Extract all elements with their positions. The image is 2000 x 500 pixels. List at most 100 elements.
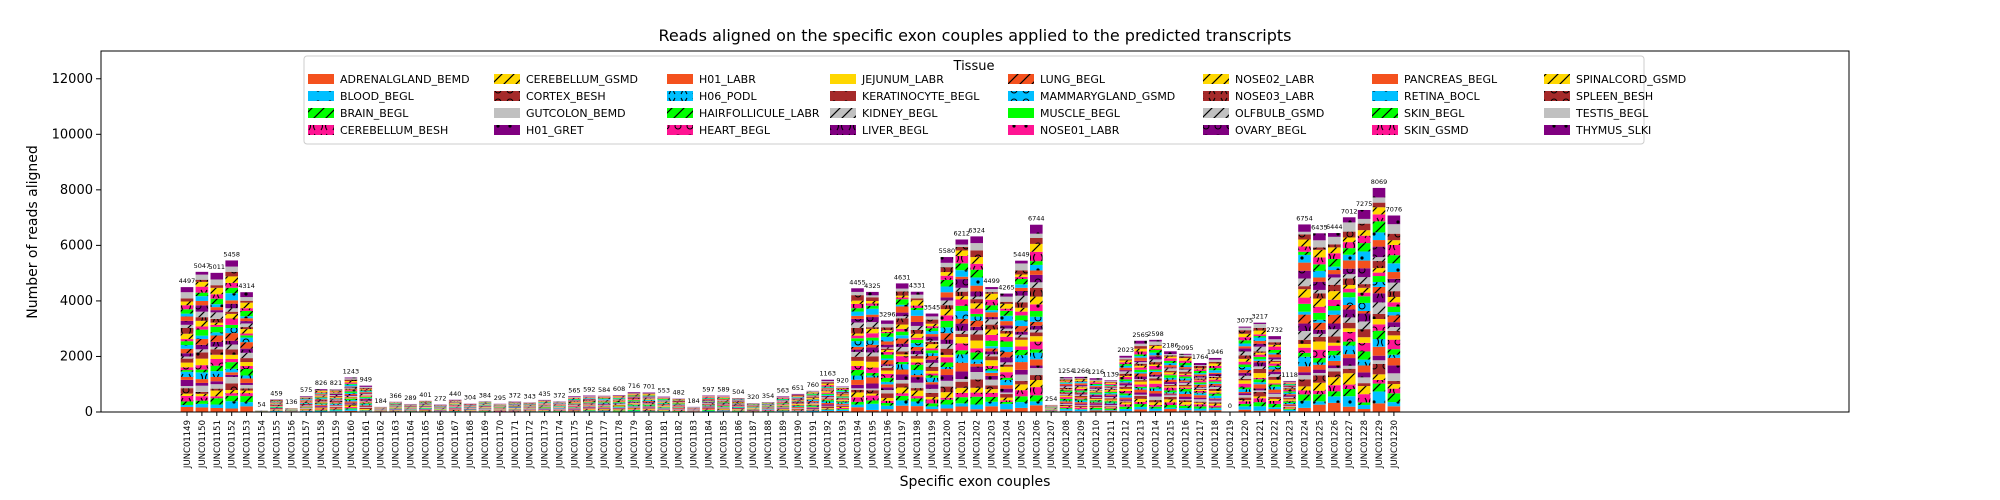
bar-segment-retina_bocl [1357,251,1371,261]
bar-segment-mammarygland_gsmd [1030,316,1043,322]
bar-segment-skin_gsmd [1328,253,1341,259]
legend-item-retina_bocl: RETINA_BOCL [1372,90,1481,103]
bar-segment-gutcolon_bemd [881,390,894,394]
bar-segment-spleen_besh [195,279,209,282]
bar-segment-lung_begl [1149,371,1162,375]
bar-segment-spinalcord_gsmd [1164,356,1177,359]
bar-segment-h06_podl [1313,362,1326,365]
bar-segment-liver_begl [955,323,969,331]
bar-segment-pancreas_begl [225,300,238,304]
x-tick-label: JUNC01149 [183,420,193,469]
legend-swatch [1544,74,1570,84]
bar-segment-spinalcord_gsmd [1149,345,1162,349]
bar-segment-pancreas_begl [1089,386,1103,388]
bar-segment-nose03_labr [240,327,253,330]
bar-segment-keratinocyte_begl [210,349,224,355]
bar-segment-keratinocyte_begl [1313,336,1326,342]
bar-segment-skin_begl [776,398,790,400]
bar-segment-h01_labr [1387,357,1401,366]
bar-segment-cerebellum_besh [195,396,209,401]
bar-segment-hairfollicule_labr [1164,390,1177,393]
bar-JUNC01223 [1283,380,1296,412]
bar-segment-ovary_begl [836,392,849,394]
bar-JUNC01211 [1104,380,1118,412]
bar-segment-muscle_begl [1149,369,1162,371]
bar-segment-liver_begl [925,359,939,363]
legend-item-lung_begl: LUNG_BEGL [1008,73,1106,86]
bar-segment-kidney_begl [344,395,358,398]
bar-segment-lung_begl [642,401,656,402]
bar-segment-skin_gsmd [1059,381,1073,383]
bar-segment-jejunum_labr [1149,380,1162,384]
bar-segment-hairfollicule_labr [1328,350,1341,356]
bar-segment-cortex_besh [329,406,343,408]
bar-segment-ovary_begl [1283,386,1296,388]
bar-segment-olfbulb_gsmd [329,395,343,396]
bar-value-label: 949 [360,376,372,384]
bar-segment-nose01_labr [1298,297,1311,304]
bar-segment-retina_bocl [657,399,671,401]
x-tick-label: JUNC01208 [1062,420,1072,469]
bar-segment-heart_begl [1193,390,1207,393]
bar-segment-testis_begl [180,292,194,299]
bar-segment-adrenalgland_bemd [1104,410,1118,412]
bar-segment-jejunum_labr [1134,381,1147,385]
bar-segment-retina_bocl [1179,365,1192,368]
bar-segment-brain_begl [1372,383,1386,392]
bar-segment-spleen_besh [1357,223,1371,231]
bar-segment-hairfollicule_labr [1059,398,1073,401]
bar-segment-nose03_labr [1015,302,1028,308]
bar-segment-heart_begl [1074,398,1088,400]
bar-segment-adrenalgland_bemd [1328,402,1341,412]
bar-segment-muscle_begl [1372,276,1386,282]
bar-segment-nose02_labr [344,389,358,391]
bar-segment-lung_begl [1238,370,1252,373]
bar-segment-lung_begl [1357,311,1371,314]
bar-segment-skin_begl [955,263,969,271]
bar-segment-lung_begl [314,399,328,401]
bar-segment-pancreas_begl [1387,272,1401,279]
bar-segment-h06_podl [910,369,924,376]
bar-segment-nose02_labr [970,303,983,309]
bar-segment-cerebellum_besh [329,408,343,410]
bar-segment-muscle_begl [657,402,671,404]
bar-segment-cerebellum_gsmd [821,408,834,409]
bar-segment-nose03_labr [210,318,224,323]
bar-segment-skin_gsmd [627,394,641,396]
legend-swatch [1008,108,1034,118]
bar-segment-nose02_labr [314,396,328,397]
bar-segment-nose01_labr [359,396,373,397]
bar-segment-lung_begl [1193,384,1207,387]
bar-segment-mammarygland_gsmd [1253,359,1267,361]
bar-segment-spinalcord_gsmd [568,397,581,399]
bar-segment-pancreas_begl [717,398,730,400]
y-tick-label: 10000 [52,127,93,142]
bar-segment-cerebellum_besh [448,410,462,412]
bar-segment-keratinocyte_begl [925,366,939,371]
bar-segment-skin_gsmd [240,308,253,312]
bar-segment-nose03_labr [1179,371,1192,374]
bar-segment-skin_gsmd [1119,362,1132,365]
bar-segment-pancreas_begl [299,399,313,401]
bar-JUNC01183 [687,406,700,412]
bar-segment-retina_bocl [195,296,209,301]
bar-segment-testis_begl [583,396,596,398]
bar-segment-cerebellum_besh [627,409,641,410]
bar-segment-cortex_besh [1089,405,1103,408]
x-tick-label: JUNC01188 [764,420,774,469]
bar-segment-spinalcord_gsmd [1000,303,1013,309]
bar-segment-ovary_begl [1179,368,1192,370]
bar-segment-brain_begl [1298,394,1311,401]
bar-segment-cortex_besh [821,406,834,409]
bar-segment-blood_begl [836,409,849,411]
bar-segment-kidney_begl [1179,382,1192,385]
bar-segment-thymus_slki [1015,260,1028,264]
bar-segment-spinalcord_gsmd [359,388,373,390]
bar-segment-pancreas_begl [1059,383,1073,386]
bar-segment-retina_bocl [1238,343,1252,347]
bar-segment-adrenalgland_bemd [1000,409,1013,412]
legend-swatch [308,91,334,101]
bar-segment-spinalcord_gsmd [702,396,715,398]
bar-value-label: 1139 [1103,370,1120,378]
legend-swatch [494,108,520,118]
